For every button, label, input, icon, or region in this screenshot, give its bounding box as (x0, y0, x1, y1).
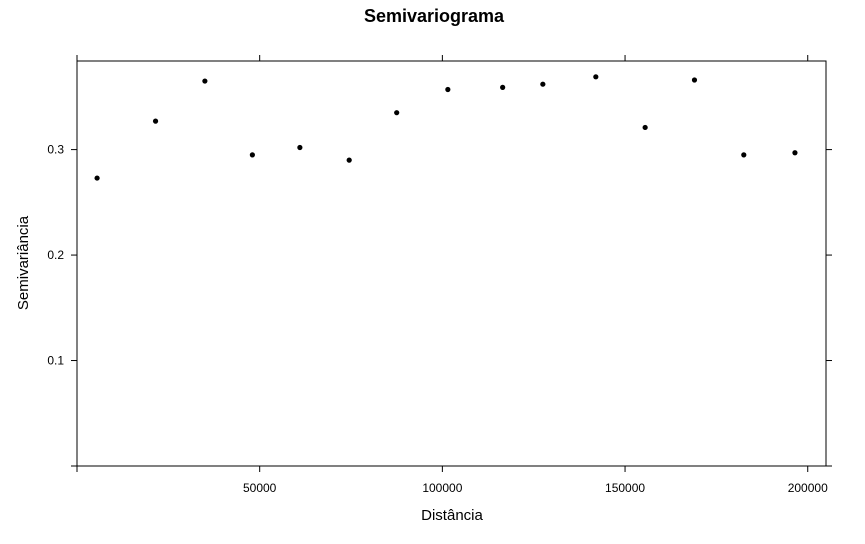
data-point (297, 144, 303, 151)
data-point (792, 150, 798, 156)
data-point (202, 78, 208, 84)
axis-ticks: 50000 100000 150000 200000 0.1 0.2 0.3 (47, 55, 832, 495)
y-tick-label: 0.1 (47, 354, 64, 368)
data-point (741, 152, 747, 158)
data-point (94, 175, 100, 181)
plot-frame (76, 60, 827, 467)
data-point (691, 77, 698, 83)
data-point (394, 110, 400, 116)
data-point (540, 81, 546, 87)
x-tick-label: 150000 (605, 481, 645, 495)
data-point (152, 118, 159, 124)
data-point (500, 84, 506, 90)
x-tick-label: 200000 (788, 481, 828, 495)
y-tick-label: 0.3 (47, 143, 64, 157)
x-tick-label: 50000 (243, 481, 277, 495)
data-point (445, 86, 451, 93)
data-point (642, 124, 648, 131)
data-point (346, 157, 352, 163)
chart-title: Semivariograma (364, 6, 505, 26)
data-points (94, 74, 798, 181)
x-tick-label: 100000 (422, 481, 462, 495)
data-point (249, 152, 255, 158)
data-point (593, 74, 599, 80)
x-axis-title: Distância (421, 507, 483, 524)
y-tick-label: 0.2 (47, 248, 64, 262)
y-axis-title: Semivariância (15, 215, 32, 310)
